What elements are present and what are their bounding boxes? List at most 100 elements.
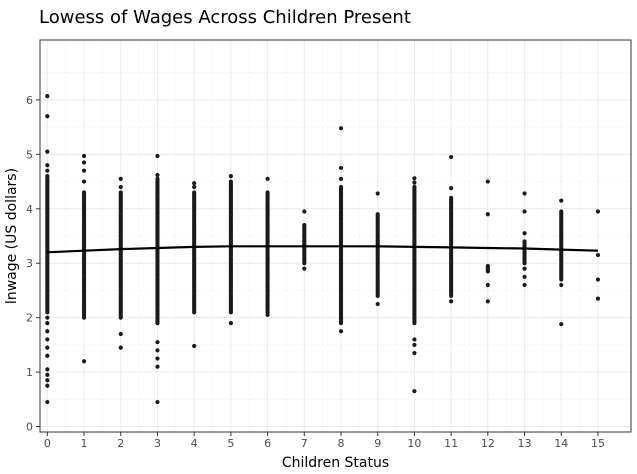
data-point xyxy=(302,266,307,271)
data-point xyxy=(45,329,50,334)
data-point xyxy=(81,160,87,165)
data-point xyxy=(155,153,160,159)
y-tick-label: 2 xyxy=(26,312,33,325)
data-point xyxy=(338,165,344,171)
data-point xyxy=(338,176,344,181)
data-point xyxy=(155,364,160,369)
data-point xyxy=(45,378,50,383)
data-point xyxy=(192,184,197,190)
data-point xyxy=(81,153,87,159)
data-point xyxy=(412,176,417,181)
data-point xyxy=(45,163,50,168)
data-point xyxy=(375,212,380,217)
y-tick-label: 5 xyxy=(26,148,33,161)
chart-title: Lowess of Wages Across Children Present xyxy=(39,7,411,28)
data-point xyxy=(412,337,417,342)
data-point xyxy=(45,321,50,326)
x-axis-title: Children Status xyxy=(282,455,389,471)
x-tick-label: 4 xyxy=(191,437,198,450)
data-point xyxy=(265,176,270,181)
data-point xyxy=(338,184,344,190)
x-tick-label: 12 xyxy=(481,437,495,450)
x-tick-label: 10 xyxy=(407,437,421,450)
data-point xyxy=(228,174,233,179)
data-point xyxy=(449,299,454,304)
data-point xyxy=(81,359,87,364)
data-point xyxy=(45,114,50,119)
data-point xyxy=(155,399,160,405)
data-point xyxy=(485,212,490,217)
data-point xyxy=(375,301,380,307)
data-point xyxy=(522,231,527,236)
y-tick-label: 1 xyxy=(26,366,33,379)
data-point xyxy=(412,350,417,356)
data-point xyxy=(522,282,527,288)
grid xyxy=(40,40,631,432)
data-point xyxy=(595,209,601,214)
data-point xyxy=(302,223,307,228)
data-point xyxy=(595,296,601,301)
data-point xyxy=(45,353,50,358)
data-point xyxy=(45,367,50,372)
data-point xyxy=(485,282,490,288)
data-point xyxy=(559,322,564,327)
data-point xyxy=(228,179,233,184)
x-tick-label: 15 xyxy=(591,437,605,450)
data-point xyxy=(522,239,527,244)
data-point xyxy=(522,191,527,196)
lowess-line xyxy=(47,245,599,254)
data-point xyxy=(45,372,50,377)
y-axis-title: lnwage (US dollars) xyxy=(4,168,20,304)
x-tick-label: 3 xyxy=(154,437,161,450)
x-tick-label: 5 xyxy=(227,437,234,450)
data-point xyxy=(155,176,160,181)
data-point xyxy=(265,190,270,195)
data-point xyxy=(118,190,123,195)
data-point xyxy=(412,342,417,347)
data-point xyxy=(45,174,50,179)
y-axis-ticks: 0 1 2 3 4 5 6 xyxy=(26,94,40,434)
data-point xyxy=(192,343,197,349)
data-point xyxy=(559,209,564,214)
y-tick-label: 4 xyxy=(26,203,33,216)
data-point xyxy=(412,184,417,190)
data-point xyxy=(192,190,197,195)
x-tick-label: 6 xyxy=(264,437,271,450)
data-point xyxy=(522,274,527,279)
data-point xyxy=(595,277,601,282)
x-axis-ticks: 0 1 2 3 4 5 6 7 8 9 10 11 12 13 14 15 xyxy=(44,432,605,450)
data-point xyxy=(449,195,454,200)
data-point xyxy=(118,184,123,190)
data-point xyxy=(118,176,123,181)
data-point xyxy=(375,191,380,196)
data-point xyxy=(559,282,564,288)
data-point xyxy=(412,180,417,185)
data-point xyxy=(45,93,50,99)
data-point xyxy=(118,345,123,350)
data-point xyxy=(45,149,50,154)
data-point xyxy=(485,263,490,269)
data-point xyxy=(155,356,160,361)
data-point xyxy=(45,337,50,342)
data-point xyxy=(522,209,527,214)
y-tick-label: 3 xyxy=(26,257,33,270)
data-point xyxy=(485,299,490,304)
data-point xyxy=(45,315,50,320)
data-point xyxy=(45,168,50,173)
data-point xyxy=(265,312,270,318)
data-point xyxy=(412,389,417,394)
lowess-line-group xyxy=(47,245,599,254)
data-point xyxy=(595,252,601,258)
data-point xyxy=(118,331,123,337)
x-tick-label: 0 xyxy=(44,437,51,450)
data-point xyxy=(228,321,233,326)
data-point xyxy=(155,340,160,345)
x-tick-label: 2 xyxy=(117,437,124,450)
y-tick-label: 6 xyxy=(26,94,33,107)
x-tick-label: 8 xyxy=(338,437,345,450)
x-tick-label: 1 xyxy=(81,437,88,450)
data-point xyxy=(45,399,50,405)
data-point xyxy=(155,172,160,178)
data-point xyxy=(338,126,344,131)
data-point xyxy=(192,181,197,186)
